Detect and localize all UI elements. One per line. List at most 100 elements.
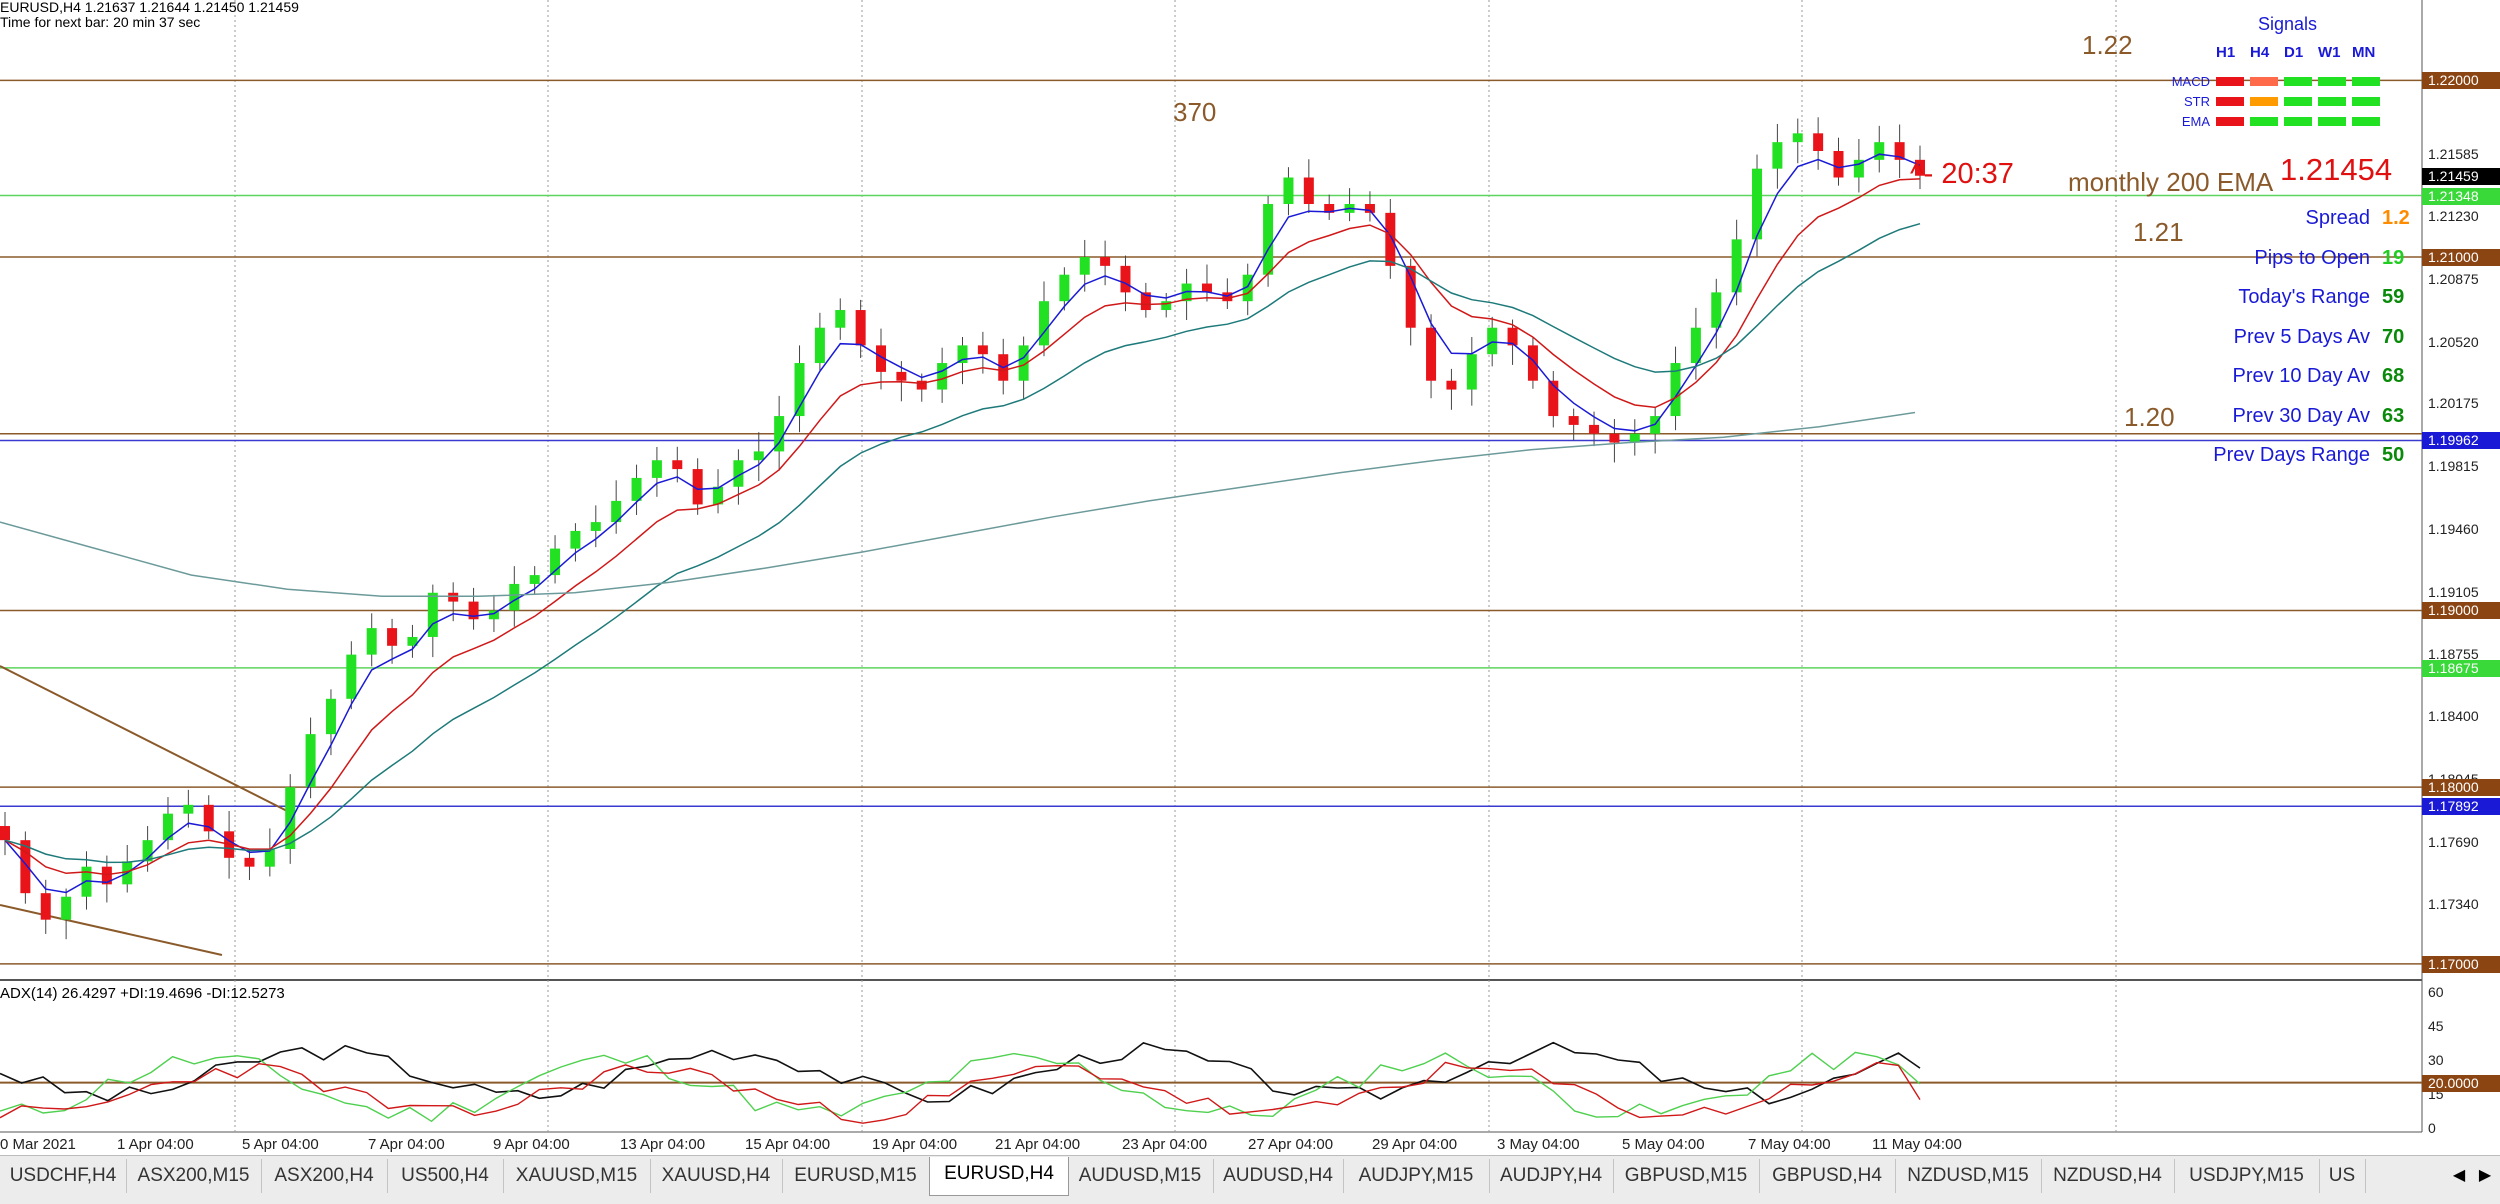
stat-label: Prev 5 Days Av	[2233, 325, 2370, 348]
stat-value: 50	[2382, 444, 2405, 466]
candle-body	[977, 345, 988, 355]
candle-body	[142, 840, 153, 862]
stat-value: 63	[2382, 404, 2405, 427]
price-level-box: 1.19000	[2422, 602, 2500, 620]
time-tick: 5 May 04:00	[1622, 1136, 1705, 1153]
tab-usdjpy-m15[interactable]: USDJPY,M15	[2174, 1159, 2320, 1193]
tab-xauusd-h4[interactable]: XAUUSD,H4	[650, 1159, 783, 1193]
time-tick: 1 Apr 04:00	[117, 1136, 194, 1153]
stat-label: Prev 30 Day Av	[2232, 404, 2370, 427]
candle-body	[101, 866, 112, 885]
adx-tick: 60	[2428, 984, 2444, 1000]
candle-body	[1833, 150, 1844, 178]
stat-label: Spread	[2305, 207, 2371, 229]
signal-cell	[2250, 77, 2278, 86]
candle-body	[916, 380, 927, 390]
adx-tick: 45	[2428, 1018, 2444, 1034]
candle-body	[713, 486, 724, 505]
candle-body	[488, 610, 499, 620]
candle-body	[1018, 345, 1029, 381]
tab-audusd-h4[interactable]: AUDUSD,H4	[1213, 1159, 1344, 1193]
time-tick: 0 Mar 2021	[0, 1136, 76, 1153]
time-tick: 23 Apr 04:00	[1122, 1136, 1208, 1153]
price-level-box: 1.17000	[2422, 955, 2500, 973]
tab-gbpusd-m15[interactable]: GBPUSD,M15	[1613, 1159, 1760, 1193]
candle-body	[1609, 433, 1620, 443]
tab-us500-h4[interactable]: US500,H4	[387, 1159, 504, 1193]
stat-label: Prev 10 Day Av	[2232, 365, 2370, 387]
trendline	[0, 904, 223, 956]
candle-body	[611, 500, 622, 523]
candle-body	[1303, 177, 1314, 205]
price-level-box: 1.22000	[2422, 72, 2500, 90]
candle-body	[325, 698, 336, 735]
tab-us[interactable]: US	[2319, 1159, 2366, 1193]
adx-level-box: 20.0000	[2422, 1074, 2500, 1092]
candle-body	[1772, 142, 1783, 169]
candle-body	[203, 804, 214, 832]
tab-xauusd-m15[interactable]: XAUUSD,M15	[503, 1159, 651, 1193]
candle-body	[1670, 363, 1681, 417]
candle-body	[590, 522, 601, 531]
candle-body	[835, 310, 846, 328]
signal-cell	[2284, 77, 2312, 86]
price-level-box: 1.18675	[2422, 659, 2500, 677]
candle-body	[1731, 239, 1742, 293]
tab-eurusd-m15[interactable]: EURUSD,M15	[782, 1159, 930, 1193]
tab-audjpy-h4[interactable]: AUDJPY,H4	[1489, 1159, 1614, 1193]
signal-cell	[2216, 117, 2244, 126]
candle-body	[1426, 327, 1437, 381]
candle-body	[162, 813, 173, 841]
candle-body	[40, 893, 51, 920]
tab-usdchf-h4[interactable]: USDCHF,H4	[0, 1159, 127, 1193]
price-tick: 1.20175	[2428, 394, 2479, 411]
tab-audjpy-m15[interactable]: AUDJPY,M15	[1343, 1159, 1490, 1193]
candle-body	[1100, 257, 1111, 266]
tab-scroll-right-icon[interactable]: ▶	[2478, 1167, 2492, 1184]
ema-slow-line	[4, 222, 1921, 864]
tab-audusd-m15[interactable]: AUDUSD,M15	[1067, 1159, 1214, 1193]
signal-cell	[2250, 117, 2278, 126]
tab-eurusd-h4[interactable]: EURUSD,H4	[929, 1157, 1069, 1196]
signal-row-label: MACD	[2171, 74, 2210, 89]
tab-scroll-left-icon[interactable]: ◀	[2452, 1167, 2466, 1184]
stat-value: 70	[2382, 325, 2405, 348]
candle-body	[651, 460, 662, 478]
price-level-box: 1.18000	[2422, 779, 2500, 797]
price-level-box: 1.19962	[2422, 432, 2500, 450]
signals-title: Signals	[2258, 14, 2318, 34]
signal-cell	[2318, 117, 2346, 126]
tab-gbpusd-h4[interactable]: GBPUSD,H4	[1759, 1159, 1896, 1193]
countdown-label: ^- 20:37	[1910, 158, 2014, 190]
candle-body	[346, 654, 357, 699]
candle-body	[1263, 204, 1274, 275]
tab-asx200-m15[interactable]: ASX200,M15	[126, 1159, 262, 1193]
adx-minus-di-line	[0, 1061, 1921, 1124]
ema-fast-line	[4, 153, 1921, 894]
candle-body	[1181, 283, 1192, 302]
pips-label: 370	[1173, 97, 1217, 127]
signal-cell	[2284, 97, 2312, 106]
price-level-box: 1.21459	[2422, 167, 2500, 185]
signal-cell	[2216, 97, 2244, 106]
price-tick: 1.17340	[2428, 895, 2479, 912]
signal-cell	[2250, 97, 2278, 106]
price-tick: 1.21585	[2428, 145, 2479, 162]
candle-body	[1120, 265, 1131, 293]
plot-background	[0, 0, 2422, 1155]
tab-nzdusd-m15[interactable]: NZDUSD,M15	[1895, 1159, 2042, 1193]
candle-body	[1201, 283, 1212, 293]
candle-body	[1405, 265, 1416, 328]
signal-column-mn: MN	[2352, 44, 2376, 61]
candle-body	[1589, 424, 1600, 434]
tab-asx200-h4[interactable]: ASX200,H4	[261, 1159, 388, 1193]
signal-column-d1: D1	[2284, 44, 2304, 61]
tab-nzdusd-h4[interactable]: NZDUSD,H4	[2041, 1159, 2175, 1193]
candle-body	[183, 804, 194, 814]
candle-body	[855, 310, 866, 346]
price-tick: 1.18755	[2428, 645, 2479, 662]
candle-body	[1385, 212, 1396, 266]
candle-body	[1466, 354, 1477, 390]
